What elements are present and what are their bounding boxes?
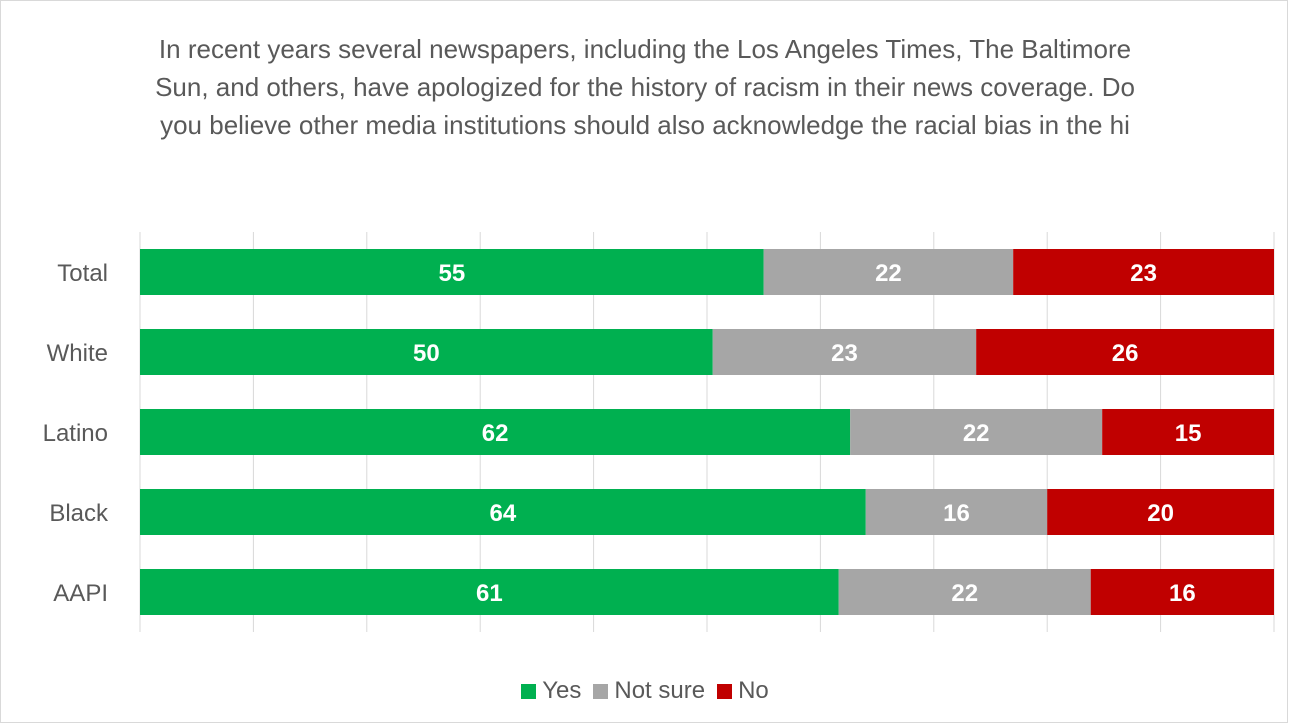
legend-swatch-no [717,683,733,699]
category-label: AAPI [53,580,108,607]
bar-segment [140,329,713,375]
bar-segment [1047,489,1274,535]
bar-segment [1090,569,1274,615]
bar-segment [865,489,1048,535]
bar-segment [140,409,851,455]
legend-label-yes: Yes [542,677,582,704]
data-label: 15 [1175,420,1202,447]
legend-item-yes: Yes [521,677,581,705]
bar-segment [976,329,1274,375]
chart-title: In recent years several newspapers, incl… [155,34,1135,140]
category-label: White [47,340,108,367]
data-label: 22 [963,420,990,447]
data-label: 22 [875,260,902,287]
bar-segment [140,489,866,535]
bar-segment [838,569,1091,615]
data-label: 16 [1169,580,1196,607]
data-label: 23 [831,340,858,367]
legend-label-no: No [738,677,769,704]
legend-swatch-yes [521,683,537,699]
bar-segment [850,409,1103,455]
data-label: 61 [476,580,503,607]
data-label: 16 [943,500,970,527]
bar-segment [140,569,839,615]
legend-swatch-not-sure [593,683,609,699]
bar-segment [1013,249,1274,295]
data-label: 50 [413,340,440,367]
data-label: 23 [1130,260,1157,287]
category-label: Total [57,260,108,287]
legend-label-not-sure: Not sure [614,677,706,704]
data-label: 64 [490,500,517,527]
legend-item-no: No [717,677,769,705]
data-label: 55 [438,260,465,287]
bar-segment [763,249,1014,295]
data-label: 20 [1147,500,1174,527]
chart-legend: Yes Not sure No [0,674,1290,708]
bar-segment [140,249,764,295]
legend-item-not-sure: Not sure [593,677,705,705]
data-label: 22 [951,580,978,607]
category-label: Black [49,500,109,527]
bar-segment [1102,409,1274,455]
data-label: 26 [1112,340,1139,367]
bar-segment [712,329,977,375]
data-label: 62 [482,420,509,447]
category-label: Latino [43,420,108,447]
